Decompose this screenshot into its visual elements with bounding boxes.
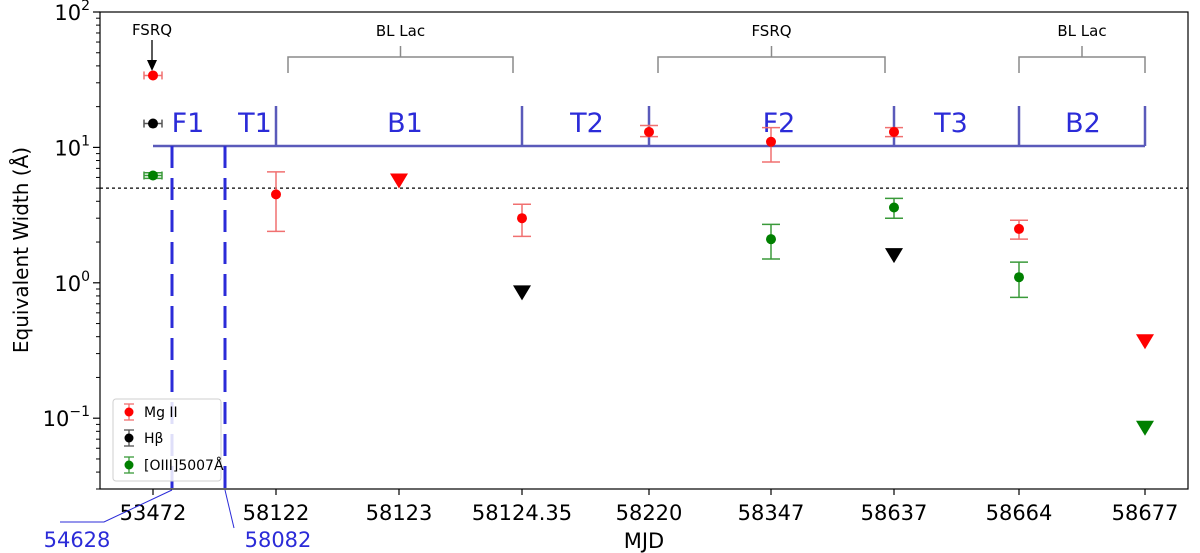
x-tick-label: 58124.35 <box>472 501 572 525</box>
x-tick-label: 58347 <box>738 501 805 525</box>
state-bracket <box>287 56 514 73</box>
x-tick-label: 53472 <box>120 501 187 525</box>
x-tick-label: 58123 <box>366 501 433 525</box>
plot-frame <box>99 11 1189 490</box>
state-bracket <box>657 56 886 73</box>
upper-limit-marker <box>513 285 531 301</box>
data-point <box>517 213 527 224</box>
data-point <box>1014 223 1024 234</box>
y-tick-label: 102 <box>54 0 90 25</box>
x-tick-label: 58677 <box>1112 501 1179 525</box>
legend-box <box>112 398 222 482</box>
upper-limit-marker <box>1136 334 1154 350</box>
data-point <box>271 189 281 200</box>
legend-marker <box>124 460 134 470</box>
leader-line <box>224 489 235 529</box>
data-point <box>766 234 776 245</box>
legend-marker <box>124 407 134 417</box>
segment-label-t3: T3 <box>933 108 968 139</box>
segment-label-f2: F2 <box>763 108 796 139</box>
x-tick-label: 58122 <box>243 501 310 525</box>
state-bracket <box>1018 56 1146 73</box>
segment-label-f1: F1 <box>172 108 205 139</box>
data-point <box>148 70 158 81</box>
data-point <box>148 118 158 129</box>
legend-label: [OIII]5007Å <box>144 457 224 474</box>
upper-limit-marker <box>885 248 903 264</box>
segment-label-b1: B1 <box>387 108 423 139</box>
state-label: BL Lac <box>376 22 425 40</box>
state-label: FSRQ <box>751 22 791 40</box>
upper-limit-marker <box>1136 420 1154 436</box>
x-tick-label: 58220 <box>616 501 683 525</box>
segment-label-t1: T1 <box>237 108 272 139</box>
fsrq-arrow-label: FSRQ <box>132 21 172 39</box>
legend-label: Mg II <box>144 405 178 421</box>
data-point <box>1014 272 1024 283</box>
extra-label: 54628 <box>44 528 111 552</box>
segment-label-t2: T2 <box>569 108 604 139</box>
y-axis-label: Equivalent Width (Å) <box>9 147 33 353</box>
data-point <box>766 136 776 147</box>
upper-limit-marker <box>390 173 408 189</box>
data-point <box>889 126 899 137</box>
legend: Mg II Hβ [OIII]5007Å <box>112 398 224 482</box>
data-point <box>889 202 899 213</box>
legend-label: Hβ <box>144 431 163 447</box>
leader-line <box>60 489 173 523</box>
extra-label: 58082 <box>245 528 312 552</box>
segment-label-b2: B2 <box>1065 108 1101 139</box>
x-axis-label: MJD <box>624 529 664 553</box>
data-point <box>148 170 158 181</box>
x-tick-label: 58637 <box>861 501 928 525</box>
fsrq-arrow-head <box>147 60 157 71</box>
state-label: BL Lac <box>1057 22 1106 40</box>
y-tick-label: 100 <box>54 269 90 296</box>
data-point <box>644 126 654 137</box>
x-tick-label: 58664 <box>986 501 1053 525</box>
y-tick-label: 10−1 <box>43 404 90 431</box>
y-tick-label: 101 <box>54 133 90 160</box>
legend-marker <box>124 433 134 443</box>
